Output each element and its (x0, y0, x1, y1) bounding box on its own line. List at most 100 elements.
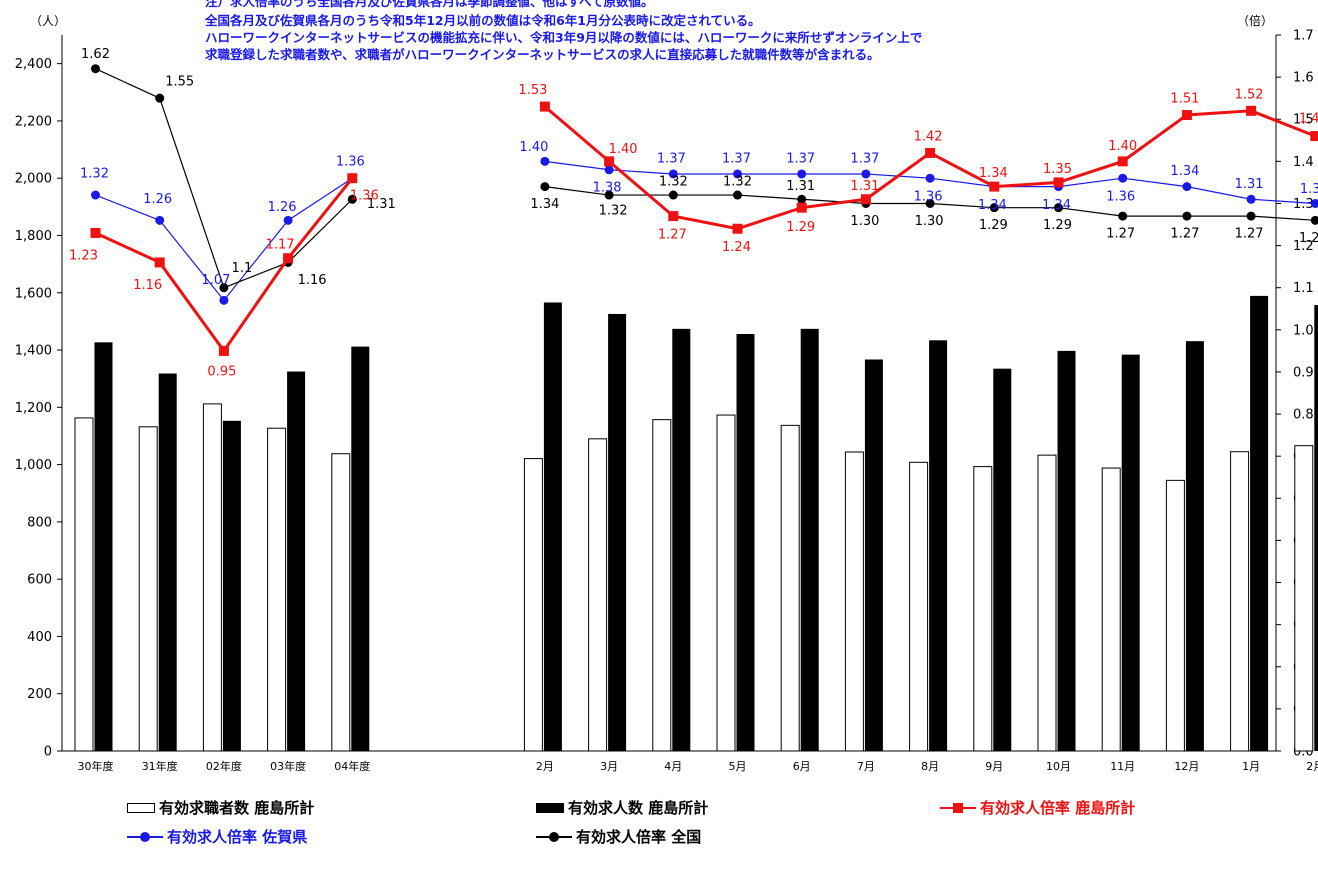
legend-open-bar-swatch (127, 802, 155, 813)
bar-openings (543, 302, 562, 751)
left-axis-tick-label: 1,400 (15, 344, 52, 359)
point-saga (1118, 173, 1128, 183)
left-axis-tick-label: 800 (27, 515, 52, 530)
point-kashima (668, 211, 679, 222)
bar-seekers (844, 451, 864, 752)
point-kashima (860, 194, 871, 205)
bar-seekers (523, 458, 543, 752)
data-label-red: 1.24 (722, 240, 751, 255)
data-label-red: 1.31 (850, 179, 879, 194)
point-national (668, 190, 678, 200)
line-kashima (543, 105, 1316, 231)
left-axis-unit: （人） (30, 14, 67, 28)
data-label-red: 1.51 (1170, 92, 1199, 107)
legend-openings: 有効求人数 鹿島所計 (536, 797, 708, 818)
left-axis-tick-label: 200 (27, 687, 52, 702)
data-label-blue: 1.34 (1170, 164, 1199, 179)
left-axis-tick-label: 1,000 (15, 458, 52, 473)
data-label-blue: 1.37 (657, 151, 686, 166)
data-label-red: 1.53 (518, 83, 547, 98)
data-label-black: 1.32 (599, 204, 628, 219)
point-national (733, 190, 742, 200)
data-label-red: 0.95 (207, 364, 236, 379)
x-axis-category-label: 04年度 (334, 759, 370, 773)
data-label-blue: 1.26 (143, 192, 172, 207)
point-kashima (1053, 177, 1064, 188)
data-label-black: 1.55 (165, 75, 194, 90)
right-axis-unit: （倍） (1237, 14, 1274, 28)
point-national (989, 203, 999, 213)
point-saga (733, 169, 742, 179)
point-kashima (218, 345, 229, 356)
bar-openings (1250, 295, 1269, 751)
legend-ratio-saga: 有効求人倍率 佐賀県 (127, 826, 307, 847)
point-national (219, 283, 229, 293)
legend-seekers-label: 有効求職者数 鹿島所計 (159, 799, 315, 817)
data-label-black: 1.62 (81, 47, 110, 62)
point-saga (797, 169, 807, 179)
point-national (347, 194, 357, 204)
left-axis-tick-label: 2,000 (15, 172, 52, 187)
bar-openings (864, 359, 883, 751)
point-saga (925, 173, 935, 183)
legend-ratio-kashima-label: 有効求人倍率 鹿島所計 (980, 799, 1136, 817)
x-axis-category-label: 03年度 (270, 759, 306, 773)
bar-openings (94, 342, 113, 751)
data-label-black: 1.32 (723, 175, 752, 190)
bar-seekers (909, 461, 929, 752)
data-label-red: 1.36 (350, 189, 379, 204)
bar-openings (287, 371, 306, 751)
bar-seekers (1037, 454, 1057, 752)
x-axis-category-label: 02年度 (206, 759, 242, 773)
data-label-blue: 1.36 (1106, 190, 1135, 205)
data-label-red: 1.46 (1299, 112, 1318, 127)
data-label-blue: 1.38 (593, 180, 622, 195)
legend-solid-bar-swatch (536, 802, 564, 813)
bar-openings (1314, 305, 1318, 751)
legend-openings-label: 有効求人数 鹿島所計 (568, 799, 709, 817)
point-saga (91, 190, 100, 200)
left-axis-tick-label: 1,200 (15, 401, 52, 416)
point-kashima (283, 253, 294, 264)
legend-red-square-line-icon (940, 802, 976, 814)
legend-seekers: 有効求職者数 鹿島所計 (127, 797, 314, 818)
bar-seekers (588, 438, 608, 752)
bar-seekers (1294, 445, 1314, 752)
legend-ratio-kashima: 有効求人倍率 鹿島所計 (940, 797, 1135, 818)
bar-seekers (1230, 451, 1250, 752)
point-saga (668, 169, 678, 179)
x-axis-category-label: 5月 (729, 760, 747, 773)
data-label-black: 1.27 (1170, 227, 1199, 242)
data-label-black: 1.31 (786, 179, 815, 194)
bar-openings (1185, 341, 1204, 751)
point-kashima (347, 173, 358, 184)
bar-openings (351, 346, 370, 751)
left-axis-tick-label: 1,600 (15, 286, 52, 301)
data-label-blue: 1.40 (519, 140, 548, 155)
data-label-blue: 1.37 (722, 151, 751, 166)
point-kashima (1310, 131, 1318, 142)
left-axis-tick-label: 2,400 (15, 57, 52, 72)
bar-seekers (267, 427, 287, 752)
bar-openings (993, 368, 1012, 751)
point-national (540, 182, 550, 192)
left-axis-tick-label: 0 (44, 745, 52, 760)
legend-ratio-saga-label: 有効求人倍率 佐賀県 (167, 828, 308, 846)
right-axis-tick-label: 1.1 (1293, 281, 1314, 296)
bar-seekers (652, 419, 672, 752)
point-national (925, 198, 935, 208)
bar-openings (158, 373, 177, 751)
x-axis-category-label: 1月 (1242, 760, 1260, 773)
x-axis-category-label: 7月 (857, 760, 875, 773)
x-axis-category-label: 11月 (1110, 760, 1135, 773)
right-axis-tick-label: 1.4 (1293, 155, 1314, 170)
data-label-blue: 1.32 (80, 167, 109, 182)
point-national (1054, 203, 1063, 213)
point-kashima (539, 101, 550, 112)
legend-ratio-national-label: 有効求人倍率 全国 (576, 828, 702, 846)
point-kashima (989, 181, 1000, 192)
data-label-red: 1.34 (979, 166, 1008, 181)
data-label-blue: 1.07 (201, 273, 230, 288)
data-label-red: 1.35 (1043, 162, 1072, 177)
data-label-black: 1.30 (850, 214, 879, 229)
